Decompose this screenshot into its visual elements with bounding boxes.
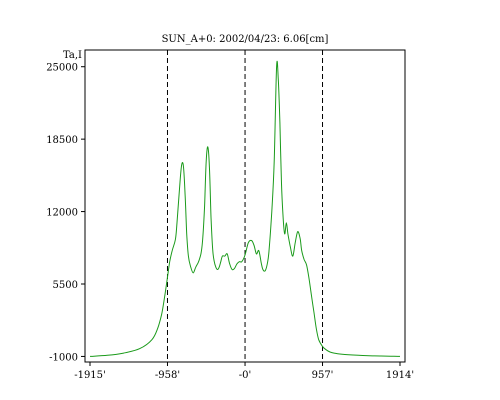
x-tick-label: -958' [155, 370, 180, 381]
y-tick-label: -1000 [49, 352, 78, 363]
chart-title: SUN_A+0: 2002/04/23: 6.06[cm] [162, 34, 329, 45]
y-tick-label: 18500 [46, 135, 78, 146]
x-tick-label: 1914' [386, 370, 414, 381]
series-line [89, 60, 401, 357]
y-tick-label: 5500 [53, 280, 78, 291]
y-tick-label: 12000 [46, 208, 78, 219]
y-tick-label: 25000 [46, 63, 78, 74]
x-tick-label: -1915' [74, 370, 106, 381]
y-axis-label: Ta,I [63, 50, 82, 61]
x-tick-label: -0' [239, 370, 252, 381]
x-tick-label: 957' [312, 370, 334, 381]
